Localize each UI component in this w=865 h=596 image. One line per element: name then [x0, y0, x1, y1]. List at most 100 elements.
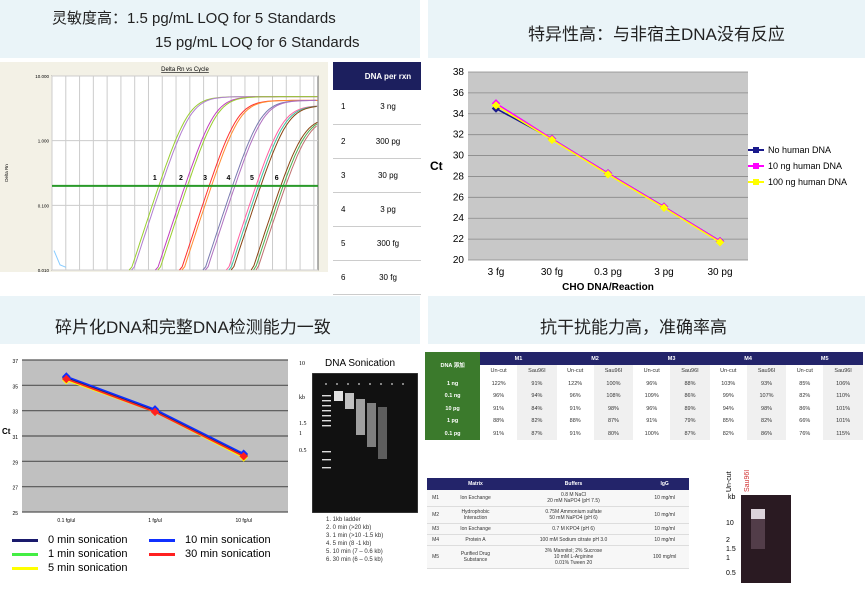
ladder-band	[322, 415, 331, 417]
gel2-lane-sau96i: Sau96I	[744, 469, 751, 492]
table-header: DNA per rxn	[355, 62, 421, 90]
table-row: 2 300 pg	[333, 124, 421, 159]
table-row: M2 Hydrophobic Interaction 0.75M Ammonium …	[427, 506, 689, 524]
x-tick-label: 30 fg	[541, 267, 563, 278]
gel-marker-label: 0.5	[299, 448, 307, 454]
panel-header-specificity: 特异性高：与非宿主DNA没有反应	[428, 0, 865, 58]
rxn-index: 4	[333, 192, 355, 227]
y-tick-label: 0.010	[38, 268, 50, 272]
recovery-value: 122%	[491, 380, 506, 387]
gel-marker-label: 1.5	[299, 421, 307, 427]
legend-label: 100 ng human DNA	[768, 177, 847, 187]
rxn-amount: 30 pg	[355, 158, 421, 193]
amplification-curve	[225, 105, 318, 271]
sonication-gel-image	[312, 373, 418, 513]
lane-legend-item: 5. 10 min (7 – 0.6 kb)	[326, 549, 383, 555]
table-row: M3 Ion Exchange 0.7 M KPO4 (pH 6) 10 mg/ml	[427, 523, 689, 535]
y-tick-label: 34	[453, 109, 465, 120]
amplification-curve	[181, 99, 317, 271]
y-tick-label: 38	[453, 67, 465, 78]
recovery-value: 91%	[493, 430, 505, 437]
recovery-value: 91%	[517, 377, 557, 390]
amplification-curve	[157, 96, 318, 271]
recovery-value: 86%	[670, 390, 710, 403]
rxn-amount: 30 fg	[355, 260, 421, 295]
gel2-marker-label: 1.5	[726, 546, 736, 553]
sensitivity-subtitle: 15 pg/mL LOQ for 6 Standards	[155, 34, 360, 51]
y-tick-label: 36	[453, 88, 465, 99]
legend-label: 10 min sonication	[185, 534, 271, 546]
table-row: 0.1 ng 96% 94% 96% 108% 109% 86% 99% 107% 82% 110%	[425, 390, 863, 403]
recovery-value: 94%	[517, 390, 557, 403]
amplification-curve	[255, 125, 317, 271]
rxn-index: 3	[333, 158, 355, 193]
amplification-curve	[228, 105, 318, 271]
digest-gel-image	[741, 495, 791, 583]
gel2-marker-label: 0.5	[726, 570, 736, 577]
sample-smear	[345, 393, 354, 409]
matrix-cell: M5	[427, 545, 445, 569]
matrix-cell: M3	[427, 523, 445, 535]
recovery-value: 82%	[746, 415, 787, 428]
recovery-value: 86%	[799, 405, 811, 412]
matrix-cell: 10 mg/ml	[640, 523, 689, 535]
matrix-header: IgG	[640, 478, 689, 490]
lane-legend-item: 2. 0 min (>20 kb)	[326, 525, 372, 531]
interference-title: 抗干扰能力高，准确率高	[540, 318, 727, 337]
ladder-band	[322, 405, 331, 407]
x-tick-label: 30 pg	[707, 267, 732, 278]
matrix-cell: Ion Exchange	[444, 490, 507, 507]
table-row: M4 Protein A 100 mM Sodium citrate pH 3.0 1…	[427, 534, 689, 546]
sub-header: Un-cut	[490, 368, 507, 375]
recovery-value: 88%	[569, 418, 581, 425]
chart-title: Delta Rn vs Cycle	[161, 67, 209, 73]
amplification-plot: Delta Rn vs Cycle13579111315171921232527…	[0, 62, 328, 272]
recovery-value: 106%	[823, 377, 863, 390]
matrix-cell: Hydrophobic Interaction	[444, 506, 507, 524]
recovery-value: 85%	[799, 380, 811, 387]
recovery-value: 96%	[646, 405, 658, 412]
recovery-table: DNA 添加 M1 M2 M3 M4 M5 Un-cut Sau96I Un-cut Sau96I…	[425, 352, 863, 440]
uncut-band	[751, 509, 765, 519]
sub-header: Sau96I	[517, 365, 557, 378]
y-tick-label: 30	[453, 151, 465, 162]
recovery-value: 85%	[722, 418, 734, 425]
gel2-marker-label: 10	[726, 520, 734, 527]
recovery-value: 82%	[799, 393, 811, 400]
matrix-cell: Ion Exchange	[444, 523, 507, 535]
group-header: M3	[633, 352, 710, 365]
y-axis-label: Ct	[2, 427, 11, 436]
ladder-band	[322, 400, 331, 402]
row-label: 10 pg	[425, 402, 481, 415]
x-tick-label: 0.1 fg/ul	[57, 518, 75, 524]
recovery-value: 89%	[670, 402, 710, 415]
recovery-value: 107%	[746, 390, 787, 403]
y-tick-label: 32	[453, 130, 465, 141]
row-label: 0.1 pg	[425, 427, 481, 440]
sub-header: Un-cut	[643, 368, 660, 375]
sonication-chart: 25 27 29 31 33 35 37 0.1 fg/ul 1 fg/ul 10 fg/ul Ct	[2, 359, 288, 524]
matrix-cell: 10 mg/ml	[640, 490, 689, 507]
matrix-cell: M2	[427, 506, 445, 524]
recovery-value: 96%	[646, 380, 658, 387]
recovery-value: 100%	[593, 377, 634, 390]
legend-item: 30 min sonication	[149, 548, 271, 560]
gel2-lane-uncut: Un-cut	[726, 471, 733, 492]
gel2-marker-label: 1	[726, 555, 730, 562]
y-axis-label: Ct	[430, 159, 443, 173]
panel-header-fragment: 碎片化DNA和完整DNA检测能力一致	[0, 296, 420, 344]
panel-header-interference: 抗干扰能力高，准确率高	[428, 296, 865, 344]
legend-label: 5 min sonication	[48, 562, 128, 574]
recovery-value: 91%	[569, 430, 581, 437]
ladder-band	[322, 451, 331, 453]
curve-label: 4	[227, 175, 231, 182]
specificity-title: 特异性高：与非宿主DNA没有反应	[528, 25, 785, 44]
x-tick-label: 0.3 pg	[594, 267, 622, 278]
matrix-cell: Protein A	[444, 534, 507, 546]
recovery-value: 99%	[722, 393, 734, 400]
recovery-value: 79%	[670, 415, 710, 428]
gel-kb-label: kb	[299, 395, 305, 401]
y-tick-label: 29	[12, 460, 18, 466]
y-tick-label: 22	[453, 234, 465, 245]
